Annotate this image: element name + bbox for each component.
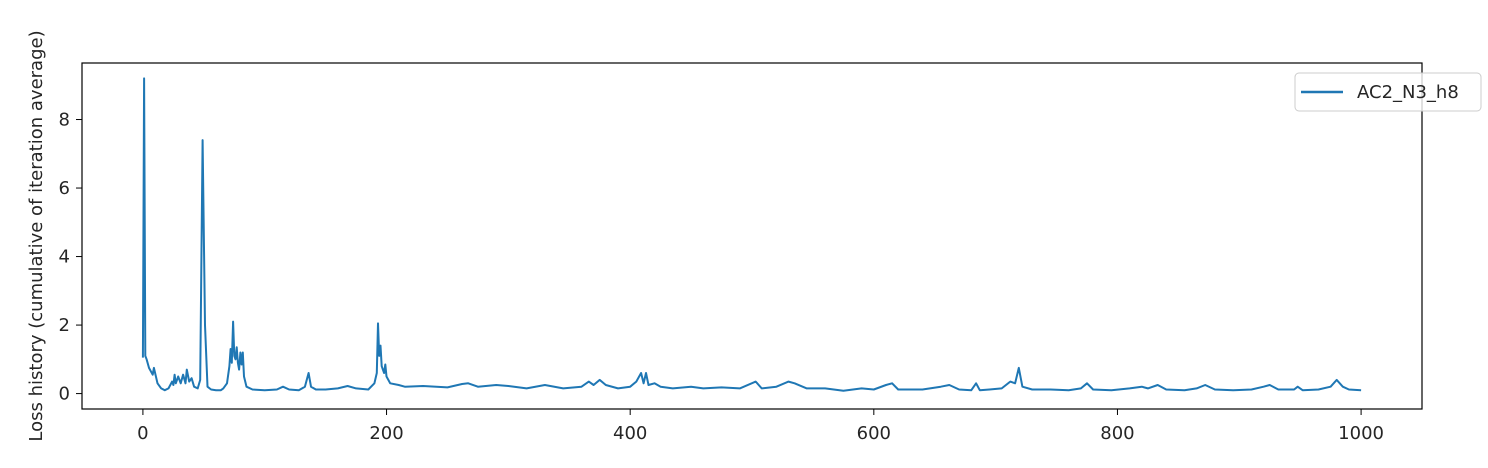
x-tick-label: 400 (613, 423, 647, 444)
legend: AC2_N3_h8 (1294, 72, 1482, 112)
x-tick-label: 600 (857, 423, 891, 444)
x-tick-label: 0 (137, 423, 148, 444)
y-tick-label: 8 (59, 110, 70, 131)
y-axis: 0 2 4 6 8 (59, 110, 82, 405)
y-tick-label: 2 (59, 315, 70, 336)
series-layer (141, 77, 1362, 392)
legend-box (1294, 72, 1482, 112)
y-tick-label: 6 (59, 178, 70, 199)
y-tick-label: 0 (59, 384, 70, 405)
series-line-1 (141, 77, 1362, 392)
y-axis-title: Loss history (cumulative of iteration av… (26, 30, 47, 441)
x-axis: 0 200 400 600 800 1000 (137, 409, 1384, 444)
x-tick-label: 200 (369, 423, 403, 444)
legend-label-series-1: AC2_N3_h8 (1357, 82, 1459, 103)
plot-area (82, 63, 1422, 409)
x-tick-label: 1000 (1338, 423, 1384, 444)
y-tick-label: 4 (59, 247, 70, 268)
x-tick-label: 800 (1100, 423, 1134, 444)
plot-frame (81, 62, 1423, 410)
